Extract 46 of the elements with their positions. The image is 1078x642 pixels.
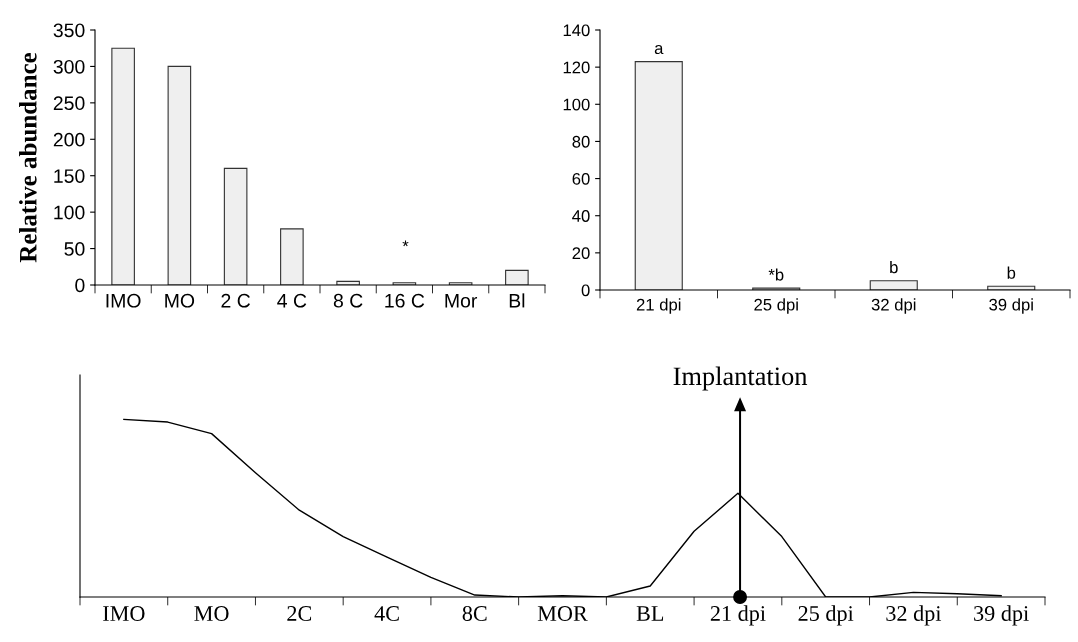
x-tick-label: MO — [165, 293, 195, 308]
x-tick-label: Bl — [509, 293, 525, 308]
y-tick-label: 150 — [54, 169, 85, 183]
x-tick-label: 8 C — [333, 293, 363, 308]
annotation: * — [402, 240, 409, 247]
y-tick-label: 120 — [563, 61, 590, 74]
text: Implantation — [673, 366, 808, 391]
x-tick-label: BL — [636, 606, 664, 621]
y-tick-label: 80 — [572, 135, 590, 148]
y-tick-label: 50 — [64, 242, 85, 256]
y-axis-title: Relative abundance — [19, 52, 37, 263]
y-tick-label: 20 — [572, 247, 590, 260]
x-tick-label: 8C — [462, 605, 487, 621]
x-tick-label: MOR — [537, 606, 588, 621]
y-tick-label: 60 — [572, 172, 590, 185]
x-tick-label: 4 C — [277, 293, 307, 308]
y-tick-label: 0 — [75, 278, 85, 293]
data-label: b — [890, 261, 898, 274]
y-tick-label: 350 — [53, 23, 85, 38]
x-tick-label: 32 dpi — [886, 605, 942, 626]
y-tick-label: 140 — [563, 24, 590, 37]
x-tick-label: 25 dpi — [798, 605, 854, 626]
x-tick-label: 2 C — [221, 293, 251, 308]
x-tick-label: 21 dpi — [636, 298, 681, 314]
x-tick-label: Mor — [445, 294, 478, 308]
x-tick-label: 39 dpi — [974, 605, 1029, 626]
y-tick-label: 0 — [581, 284, 590, 297]
x-tick-label: 16 C — [385, 293, 425, 308]
x-tick-label: IMO — [103, 606, 145, 621]
data-label: *b — [768, 268, 784, 281]
data-label: a — [654, 44, 664, 55]
y-tick-label: 200 — [53, 132, 85, 147]
x-tick-label: 32 dpi — [871, 298, 916, 314]
y-tick-label: 250 — [53, 96, 85, 111]
x-tick-label: 39 dpi — [989, 298, 1033, 314]
x-tick-label: 25 dpi — [754, 298, 798, 314]
x-tick-label: 4C — [374, 606, 399, 621]
x-tick-label: MO — [194, 606, 229, 621]
x-tick-label: IMO — [106, 293, 141, 308]
y-tick-label: 300 — [53, 59, 85, 74]
y-tick-label: 40 — [572, 210, 590, 222]
y-tick-label: 100 — [54, 205, 85, 220]
x-tick-label: 21 dpi — [710, 605, 766, 626]
x-tick-label: 2C — [287, 606, 312, 621]
data-label: b — [1007, 266, 1016, 279]
y-tick-label: 100 — [563, 98, 590, 111]
